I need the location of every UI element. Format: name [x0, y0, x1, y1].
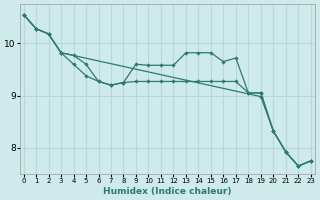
- X-axis label: Humidex (Indice chaleur): Humidex (Indice chaleur): [103, 187, 231, 196]
